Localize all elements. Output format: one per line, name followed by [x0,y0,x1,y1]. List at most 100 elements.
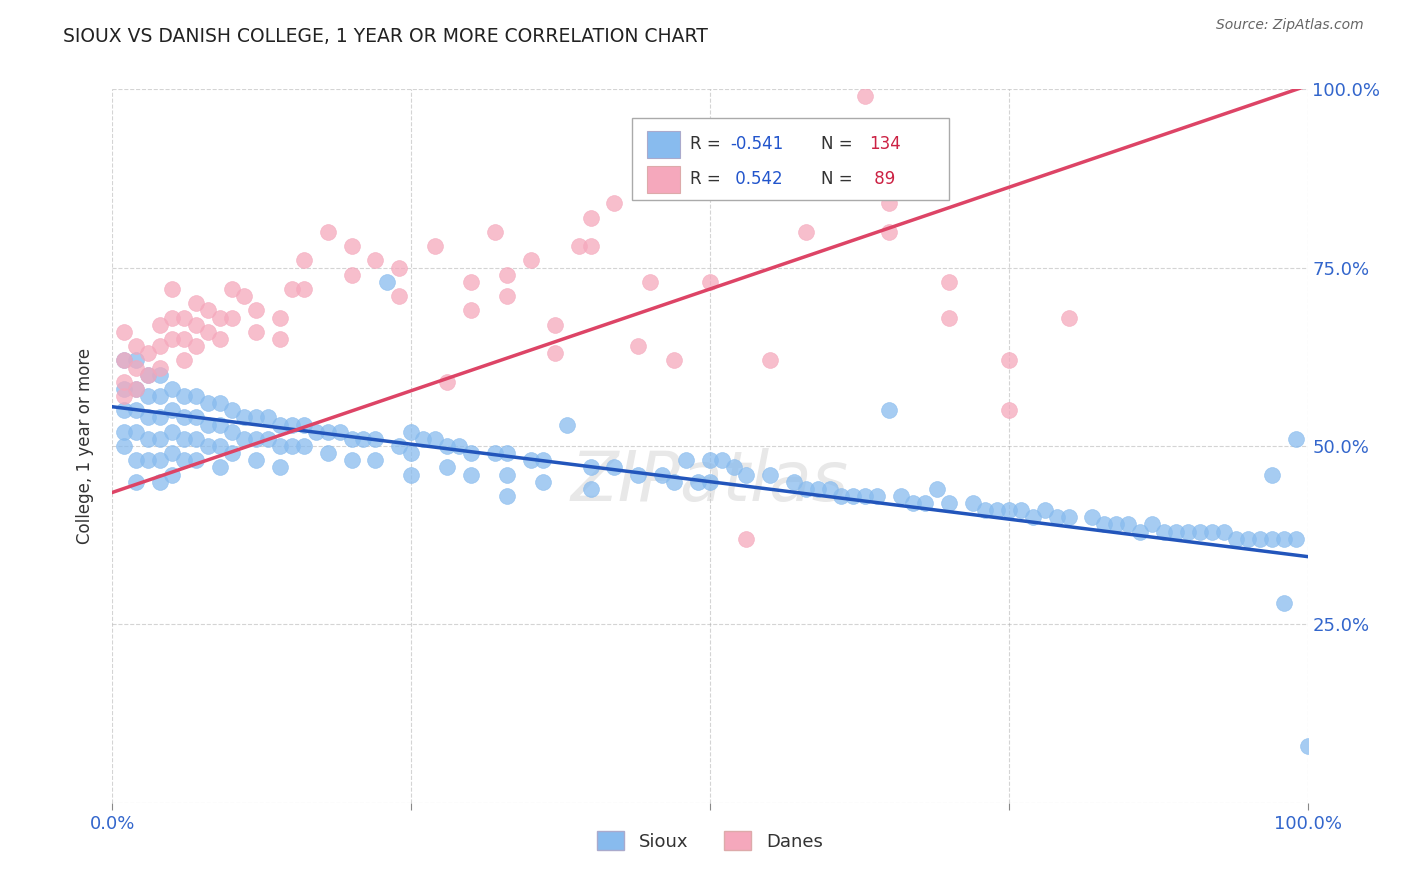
Point [735,532,758,546]
Point [209,310,232,325]
Point [401,446,423,460]
Point [114,325,135,339]
Point [221,403,243,417]
Point [938,496,960,510]
Point [711,453,734,467]
Bar [633,118,949,200]
Point [186,296,208,310]
Point [316,425,339,439]
Point [388,289,411,303]
Text: -0.541: -0.541 [730,136,783,153]
Text: N =: N = [821,136,853,153]
Point [879,403,901,417]
Point [879,196,901,211]
Point [162,425,183,439]
Point [269,417,291,432]
Point [460,303,482,318]
Point [1166,524,1188,539]
Point [543,318,565,332]
Point [436,460,458,475]
Point [197,417,219,432]
Point [138,432,160,446]
Point [316,225,339,239]
Text: N =: N = [821,170,853,188]
Point [209,460,232,475]
Point [675,453,697,467]
Point [1057,310,1080,325]
Point [305,425,328,439]
Point [842,489,865,503]
Point [460,275,482,289]
Point [257,410,280,425]
Point [269,332,291,346]
Point [149,389,172,403]
Point [125,382,148,396]
Point [149,360,172,375]
Point [364,432,387,446]
Point [352,432,374,446]
Point [699,453,721,467]
Point [197,396,219,410]
Point [114,425,135,439]
Point [914,168,936,182]
Point [664,353,686,368]
Point [986,503,1008,517]
Point [1272,596,1295,610]
Point [114,403,135,417]
Text: R =: R = [690,136,725,153]
Point [1177,524,1199,539]
Point [484,225,506,239]
Point [1285,432,1308,446]
Legend: Sioux, Danes: Sioux, Danes [591,824,830,858]
Point [269,460,291,475]
Point [186,318,208,332]
Point [425,239,447,253]
Point [543,346,565,360]
Point [794,225,817,239]
Point [186,410,208,425]
Point [292,282,315,296]
Point [125,382,148,396]
Point [603,460,626,475]
Point [125,403,148,417]
Point [138,368,160,382]
Point [209,332,232,346]
Point [149,368,172,382]
Point [568,239,591,253]
Point [114,389,135,403]
Point [425,432,447,446]
Point [436,439,458,453]
Point [292,439,315,453]
Point [1201,524,1223,539]
Point [1094,517,1116,532]
Point [1129,524,1152,539]
Point [125,425,148,439]
Point [496,467,519,482]
Point [245,303,267,318]
Point [998,403,1021,417]
Point [1010,503,1032,517]
Point [520,253,543,268]
Point [162,310,183,325]
Point [723,460,745,475]
Point [364,253,387,268]
Point [292,253,315,268]
Point [855,89,877,103]
Point [1296,739,1319,753]
Point [173,410,195,425]
Point [162,446,183,460]
Point [818,482,841,496]
Point [520,453,543,467]
Point [173,332,195,346]
Point [782,475,804,489]
Point [173,432,195,446]
Point [186,432,208,446]
Point [245,410,267,425]
Point [125,353,148,368]
Point [138,410,160,425]
Point [555,417,578,432]
Point [388,439,411,453]
Point [1046,510,1069,524]
Point [377,275,399,289]
Point [186,339,208,353]
